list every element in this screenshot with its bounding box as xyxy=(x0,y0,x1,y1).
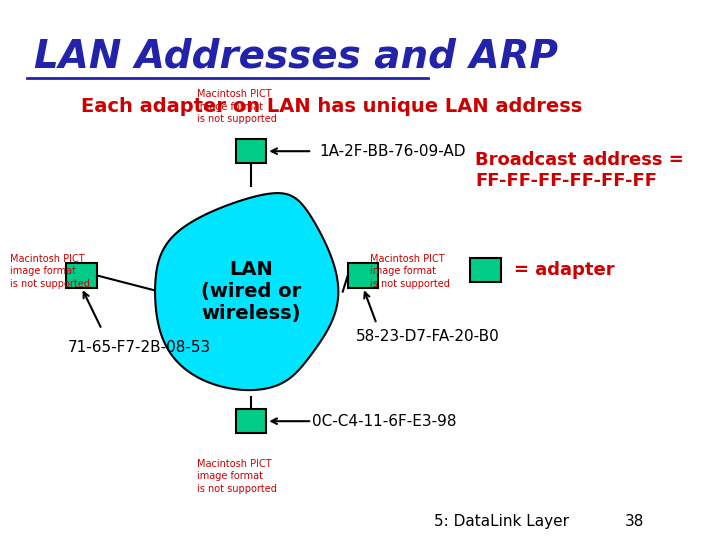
Text: 58-23-D7-FA-20-B0: 58-23-D7-FA-20-B0 xyxy=(356,329,500,345)
Text: Macintosh PICT
image format
is not supported: Macintosh PICT image format is not suppo… xyxy=(10,254,90,288)
Text: Each adapter on LAN has unique LAN address: Each adapter on LAN has unique LAN addre… xyxy=(81,97,582,116)
Text: 1A-2F-BB-76-09-AD: 1A-2F-BB-76-09-AD xyxy=(319,144,465,159)
Bar xyxy=(348,263,378,287)
Text: 0C-C4-11-6F-E3-98: 0C-C4-11-6F-E3-98 xyxy=(312,414,456,429)
Text: LAN
(wired or
wireless): LAN (wired or wireless) xyxy=(201,260,301,323)
Bar xyxy=(470,258,500,282)
Bar xyxy=(236,139,266,163)
Text: LAN Addresses and ARP: LAN Addresses and ARP xyxy=(34,38,558,76)
Text: 38: 38 xyxy=(624,514,644,529)
Text: Macintosh PICT
image format
is not supported: Macintosh PICT image format is not suppo… xyxy=(197,459,276,494)
Text: = adapter: = adapter xyxy=(514,261,615,279)
Bar xyxy=(66,263,96,287)
Bar xyxy=(236,409,266,433)
Text: 71-65-F7-2B-08-53: 71-65-F7-2B-08-53 xyxy=(68,340,211,355)
Text: 5: DataLink Layer: 5: DataLink Layer xyxy=(434,514,570,529)
Text: Broadcast address =
FF-FF-FF-FF-FF-FF: Broadcast address = FF-FF-FF-FF-FF-FF xyxy=(475,151,684,190)
Text: Macintosh PICT
image format
is not supported: Macintosh PICT image format is not suppo… xyxy=(370,254,450,288)
Polygon shape xyxy=(155,193,338,390)
Text: Macintosh PICT
image format
is not supported: Macintosh PICT image format is not suppo… xyxy=(197,90,276,124)
